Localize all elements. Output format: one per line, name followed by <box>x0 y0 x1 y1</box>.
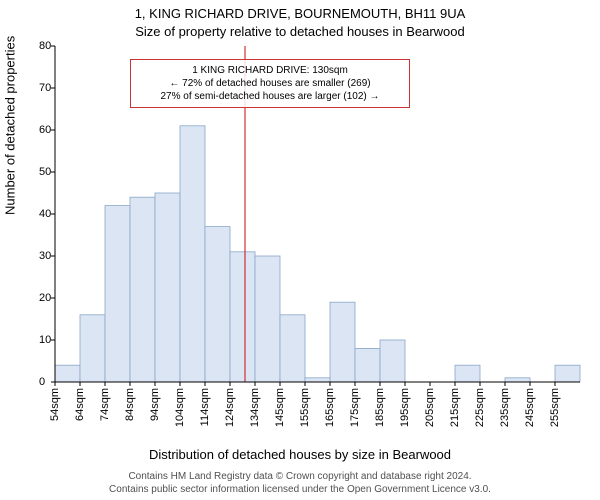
y-tick-label: 70 <box>39 82 47 94</box>
x-tick-label: 185sqm <box>374 388 386 427</box>
x-tick-label: 134sqm <box>249 388 261 427</box>
info-box: 1 KING RICHARD DRIVE: 130sqm ← 72% of de… <box>130 59 410 108</box>
x-axis-label: Distribution of detached houses by size … <box>0 447 600 462</box>
y-tick-label: 10 <box>39 334 47 346</box>
y-axis-label: Number of detached properties <box>3 36 18 215</box>
x-tick-label: 94sqm <box>149 388 161 421</box>
chart-footnote: Contains HM Land Registry data © Crown c… <box>0 471 600 496</box>
x-tick-label: 195sqm <box>399 388 411 427</box>
histogram-bar <box>180 126 205 382</box>
y-tick-label: 0 <box>39 376 47 388</box>
histogram-bar <box>380 340 405 382</box>
histogram-bar <box>230 252 255 382</box>
histogram-bar <box>355 348 380 382</box>
chart-title-main: 1, KING RICHARD DRIVE, BOURNEMOUTH, BH11… <box>0 6 600 21</box>
x-tick-label: 145sqm <box>274 388 286 427</box>
x-tick-label: 54sqm <box>49 388 61 421</box>
histogram-bar <box>80 315 105 382</box>
x-tick-label: 124sqm <box>224 388 236 427</box>
y-tick-label: 20 <box>39 292 47 304</box>
histogram-bar <box>55 365 80 382</box>
plot-area: 0102030405060708054sqm64sqm74sqm84sqm94s… <box>55 46 580 382</box>
x-tick-label: 74sqm <box>99 388 111 421</box>
histogram-bar <box>305 378 330 382</box>
histogram-bar <box>555 365 580 382</box>
x-tick-label: 245sqm <box>524 388 536 427</box>
x-tick-label: 215sqm <box>449 388 461 427</box>
y-tick-label: 30 <box>39 250 47 262</box>
x-tick-label: 235sqm <box>499 388 511 427</box>
x-tick-label: 84sqm <box>124 388 136 421</box>
histogram-bar <box>455 365 480 382</box>
y-tick-label: 80 <box>39 40 47 52</box>
histogram-bar <box>105 206 130 382</box>
chart-title-sub: Size of property relative to detached ho… <box>0 24 600 39</box>
x-tick-label: 225sqm <box>474 388 486 427</box>
x-tick-label: 255sqm <box>549 388 561 427</box>
histogram-bar <box>130 197 155 382</box>
x-tick-label: 165sqm <box>324 388 336 427</box>
y-tick-label: 50 <box>39 166 47 178</box>
histogram-bar <box>205 227 230 382</box>
x-tick-label: 175sqm <box>349 388 361 427</box>
histogram-bar <box>255 256 280 382</box>
x-tick-label: 155sqm <box>299 388 311 427</box>
x-tick-label: 64sqm <box>74 388 86 421</box>
y-tick-label: 40 <box>39 208 47 220</box>
y-tick-label: 60 <box>39 124 47 136</box>
histogram-bar <box>280 315 305 382</box>
x-tick-label: 104sqm <box>174 388 186 427</box>
histogram-chart: 1, KING RICHARD DRIVE, BOURNEMOUTH, BH11… <box>0 0 600 500</box>
histogram-bar <box>155 193 180 382</box>
x-tick-label: 114sqm <box>199 388 211 426</box>
x-tick-label: 205sqm <box>424 388 436 427</box>
histogram-bar <box>505 378 530 382</box>
histogram-bar <box>330 302 355 382</box>
